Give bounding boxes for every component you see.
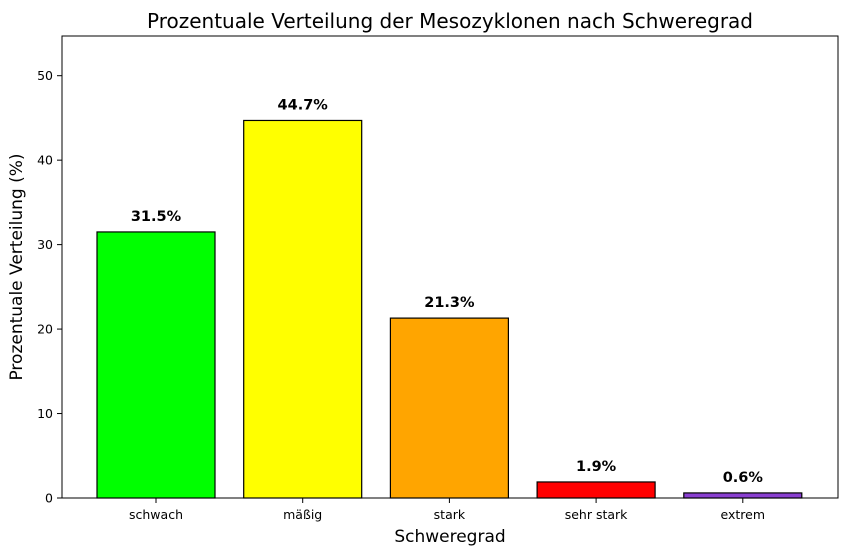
bar-value-label: 31.5% — [131, 209, 182, 225]
y-tick-label: 40 — [37, 153, 53, 168]
x-tick-label: stark — [434, 507, 466, 522]
x-tick-label: extrem — [721, 507, 766, 522]
bar-0 — [96, 231, 216, 499]
bar-value-label: 21.3% — [424, 295, 475, 311]
bar-value-label: 44.7% — [278, 97, 329, 113]
data-labels-group: 31.5% 44.7% 21.3% 1.9% 0.6% — [131, 97, 764, 485]
bar-4 — [683, 492, 803, 499]
y-axis-label: Prozentuale Verteilung (%) — [7, 153, 27, 380]
bar-1 — [243, 119, 363, 499]
bar-3 — [536, 481, 656, 499]
bar-value-label: 1.9% — [576, 459, 617, 475]
chart-title: Prozentuale Verteilung der Mesozyklonen … — [147, 9, 753, 33]
y-tick-label: 30 — [37, 237, 53, 252]
y-tick-label: 10 — [37, 406, 53, 421]
bar-2 — [389, 317, 509, 499]
x-axis-label: Schweregrad — [394, 527, 505, 547]
bars-group — [96, 119, 803, 499]
x-tick-label: schwach — [129, 507, 183, 522]
x-tick-label: sehr stark — [565, 507, 628, 522]
y-tick-label: 50 — [37, 68, 53, 83]
y-tick-label: 20 — [37, 322, 53, 337]
y-tick-label: 0 — [45, 491, 53, 506]
y-axis: 0 10 20 30 40 50 — [37, 68, 62, 506]
x-axis: schwach mäßig stark sehr stark extrem — [129, 498, 765, 522]
bar-value-label: 0.6% — [723, 470, 764, 486]
x-tick-label: mäßig — [283, 507, 322, 522]
